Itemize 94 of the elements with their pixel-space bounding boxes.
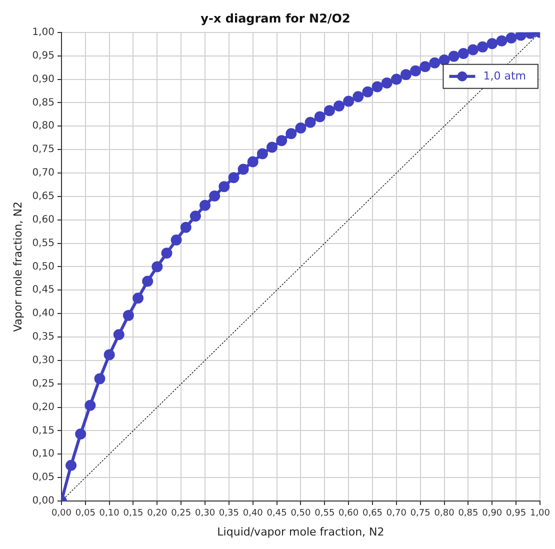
x-tick-label: 0,95 (506, 508, 526, 519)
y-tick-label: 0,35 (32, 332, 54, 343)
point (247, 156, 258, 168)
point (66, 460, 77, 471)
point (295, 122, 306, 134)
y-tick-label: 0,50 (32, 261, 54, 272)
x-tick-label: 0,65 (362, 508, 383, 519)
point (180, 222, 192, 233)
point (420, 61, 431, 72)
point (256, 148, 268, 160)
y-tick-label: 0,85 (32, 97, 54, 108)
point (84, 400, 96, 411)
point (324, 105, 335, 116)
y-tick-label: 0,00 (32, 496, 54, 507)
point (410, 65, 422, 76)
y-tick-label: 0,40 (32, 308, 54, 320)
x-tick-label: 0,60 (338, 508, 359, 519)
point (122, 310, 134, 321)
y-tick-label: 0,20 (32, 402, 54, 413)
point (438, 54, 450, 66)
x-axis-title: Liquid/vapor mole fraction, N2 (217, 525, 384, 538)
point (486, 38, 498, 50)
y-tick-label: 0,10 (32, 448, 54, 460)
point (132, 292, 144, 304)
x-tick-label: 0,00 (51, 508, 72, 519)
x-tick-label: 0,85 (458, 508, 478, 519)
x-tick-label: 0,35 (218, 508, 239, 519)
y-tick-label: 0,25 (32, 378, 54, 390)
y-tick-label: 0,75 (32, 144, 54, 156)
y-tick-label: 0,90 (32, 74, 54, 85)
y-tick-label: 0,80 (32, 120, 54, 132)
point (218, 181, 230, 192)
x-tick-label: 0,40 (242, 508, 264, 519)
y-axis-title: Vapor mole fraction, N2 (11, 202, 24, 332)
y-tick-label: 0,30 (32, 355, 54, 366)
point (477, 41, 488, 52)
point (190, 210, 201, 222)
x-tick-label: 0,25 (171, 508, 192, 519)
y-tick-label: 0,45 (32, 284, 54, 296)
x-tick-label: 1,00 (530, 508, 550, 519)
x-tick-label: 0,15 (123, 508, 144, 519)
point (238, 164, 249, 175)
y-tick-label: 0,60 (32, 214, 54, 226)
y-tick-label: 0,05 (32, 472, 54, 484)
point (304, 116, 316, 128)
point (161, 248, 172, 259)
point (94, 373, 106, 384)
point (448, 50, 460, 62)
y-tick-label: 0,95 (32, 50, 54, 62)
x-tick-label: 0,45 (266, 508, 287, 519)
point (429, 57, 440, 68)
point (286, 128, 297, 140)
y-tick-label: 0,15 (32, 425, 54, 436)
x-tick-label: 0,05 (75, 508, 96, 519)
y-tick-label: 0,55 (32, 238, 54, 249)
point (104, 349, 115, 360)
point (334, 100, 345, 112)
point (113, 329, 124, 340)
point (142, 276, 154, 287)
y-tick-label: 1,00 (32, 26, 54, 38)
point (75, 428, 86, 440)
y-tick-label: 0,65 (32, 191, 54, 202)
point (400, 69, 412, 80)
point (515, 32, 526, 41)
point (343, 96, 354, 107)
point (314, 111, 326, 122)
chart-title: y-x diagram for N2/O2 (200, 11, 350, 26)
point (266, 142, 278, 153)
x-tick-label: 0,80 (434, 508, 455, 519)
legend-label: 1,0 atm (483, 69, 526, 82)
x-tick-label: 0,20 (147, 508, 168, 519)
point (152, 261, 163, 272)
x-tick-label: 0,75 (410, 508, 430, 519)
point (276, 135, 288, 146)
point (170, 234, 182, 246)
x-tick-label: 0,90 (482, 508, 502, 519)
y-tick-label: 0,70 (32, 168, 54, 179)
x-tick-label: 0,55 (314, 508, 335, 519)
point (467, 44, 478, 56)
point (209, 190, 220, 202)
point (200, 200, 211, 211)
point (390, 74, 402, 85)
x-tick-label: 0,50 (290, 508, 312, 519)
x-tick-label: 0,10 (99, 508, 120, 519)
x-tick-label: 0,30 (194, 508, 216, 519)
point (352, 91, 364, 102)
point (381, 78, 392, 89)
point (362, 86, 374, 98)
point (458, 48, 469, 59)
point (228, 172, 240, 184)
x-tick-label: 0,70 (386, 508, 407, 519)
point (496, 35, 508, 46)
point (372, 81, 383, 92)
point (506, 32, 517, 44)
